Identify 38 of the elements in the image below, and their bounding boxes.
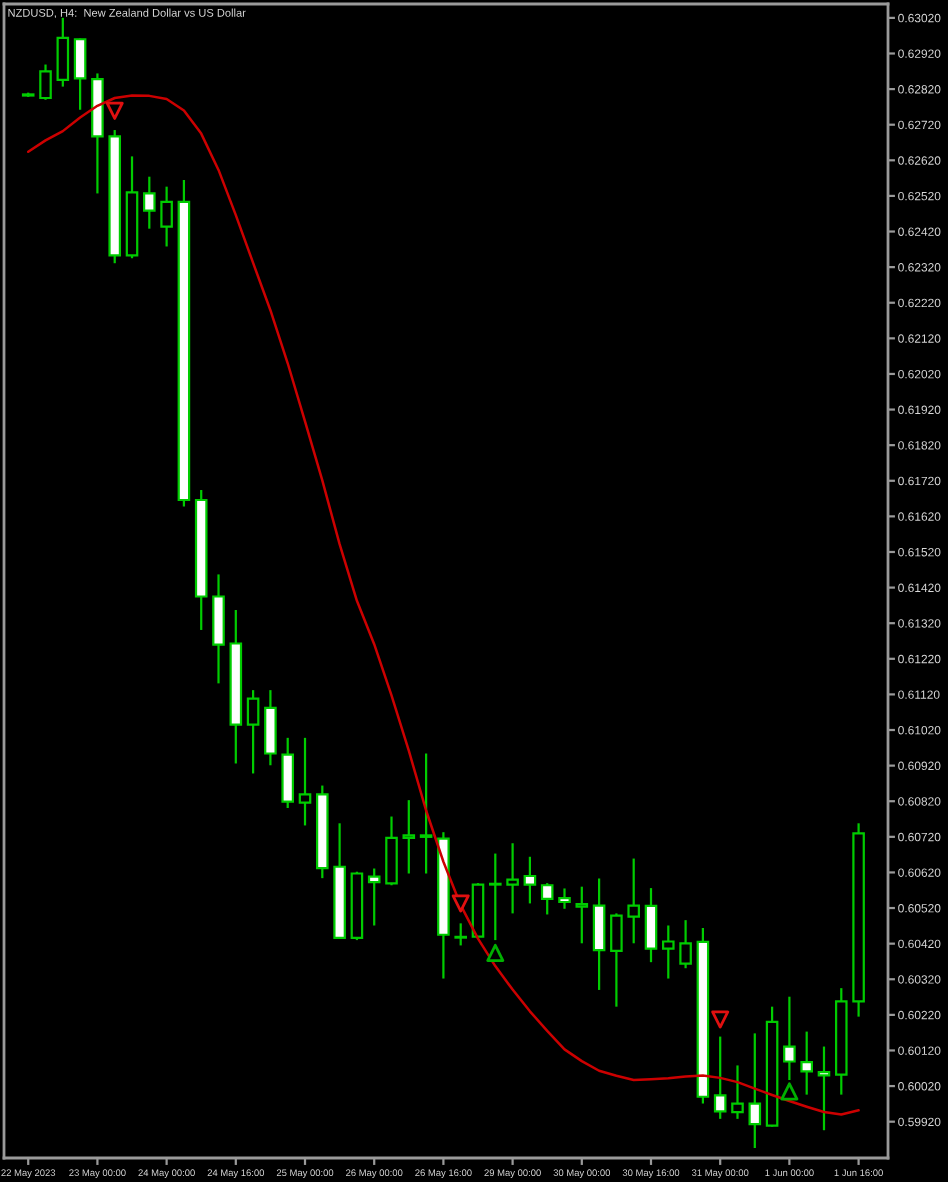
point [711, 1010, 730, 1029]
candlestick [800, 1030, 813, 1096]
point [486, 943, 505, 962]
candlestick [610, 912, 623, 1008]
candlestick [454, 922, 467, 947]
candlestick [73, 37, 87, 111]
candlestick [558, 887, 571, 910]
candlestick [489, 852, 502, 942]
candlestick [592, 877, 606, 992]
point [105, 101, 124, 120]
candlestick [731, 1064, 744, 1120]
candlestick [402, 799, 416, 875]
candlestick [367, 867, 381, 927]
candlestick [56, 16, 70, 88]
candlestick [817, 1045, 831, 1132]
candlestick [575, 885, 589, 945]
candlestick [540, 882, 554, 916]
candlestick [246, 689, 260, 775]
candlestick [679, 919, 692, 970]
candlestick [748, 1032, 762, 1150]
candlestick [39, 63, 52, 101]
candlestick [419, 752, 433, 875]
candlestick [713, 1035, 727, 1120]
candlestick [264, 689, 277, 767]
candlestick [298, 736, 312, 827]
candlestick [143, 175, 156, 230]
candlestick [281, 736, 295, 810]
candlestick [662, 924, 675, 980]
point [780, 1082, 799, 1101]
candlestick [783, 995, 796, 1082]
candlestick [644, 886, 658, 964]
candlestick [627, 857, 640, 945]
candlestick [523, 855, 537, 905]
point [451, 894, 470, 913]
candlestick [160, 185, 173, 248]
candlestick [385, 815, 398, 887]
line-series [26, 94, 860, 1116]
candlestick [506, 842, 519, 915]
